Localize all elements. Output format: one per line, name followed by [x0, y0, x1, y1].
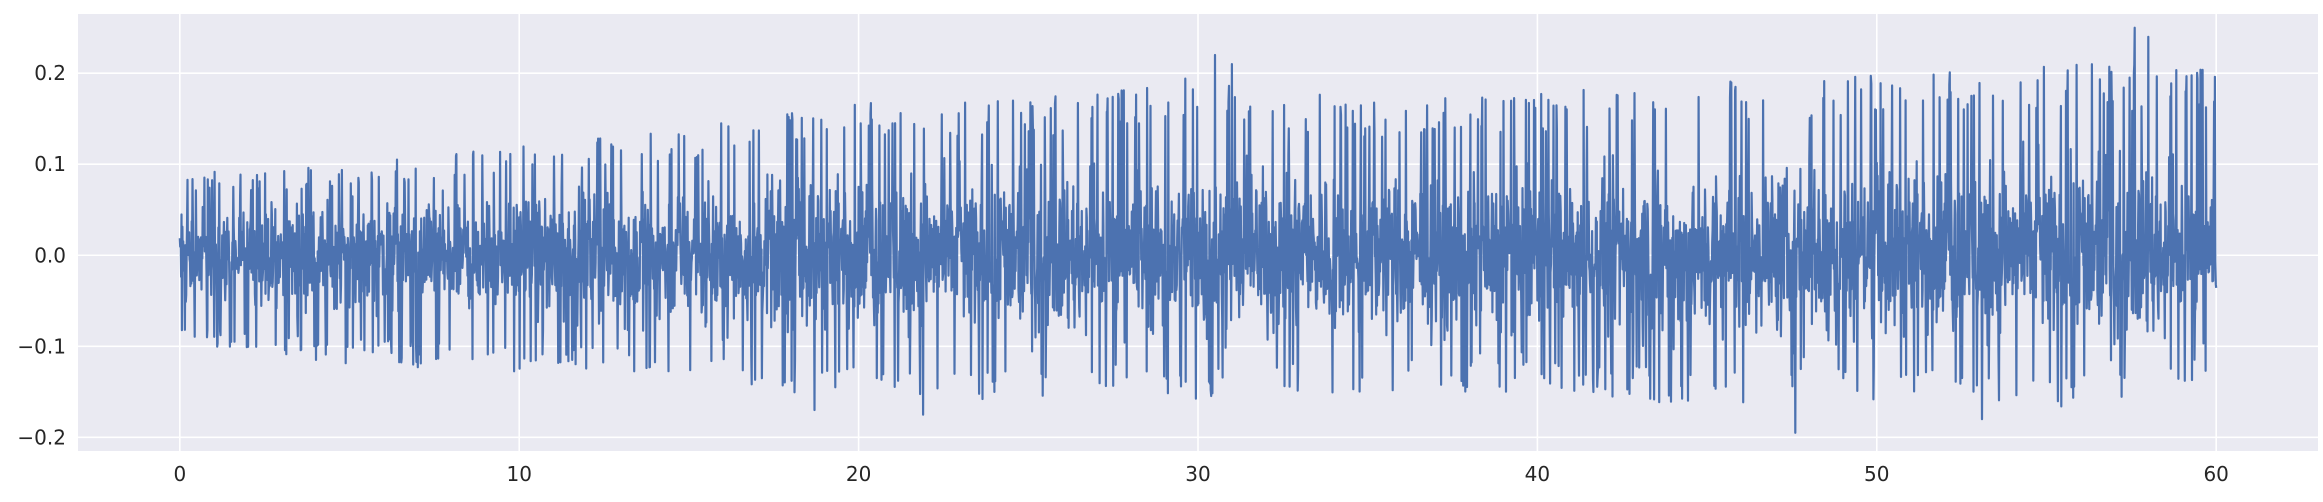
y-tick-label: 0.0: [34, 243, 66, 267]
x-tick-label: 20: [846, 462, 871, 486]
x-axis-ticks: 0 10 20 30 40 50 60: [173, 462, 2228, 486]
x-tick-label: 50: [1864, 462, 1889, 486]
x-tick-label: 60: [2203, 462, 2228, 486]
series-layer: [178, 26, 2218, 434]
series-line: [178, 26, 2218, 434]
x-tick-label: 40: [1525, 462, 1550, 486]
y-tick-label: −0.2: [17, 425, 66, 449]
x-tick-label: 10: [506, 462, 531, 486]
y-tick-label: 0.2: [34, 61, 66, 85]
x-tick-label: 0: [173, 462, 186, 486]
y-tick-label: 0.1: [34, 152, 66, 176]
y-axis-ticks: −0.2 −0.1 0.0 0.1 0.2: [17, 61, 66, 449]
x-tick-label: 30: [1185, 462, 1210, 486]
y-tick-label: −0.1: [17, 334, 66, 358]
